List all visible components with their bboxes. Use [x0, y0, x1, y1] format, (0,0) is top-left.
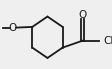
Text: O: O [9, 23, 17, 33]
Text: Cl: Cl [102, 36, 112, 46]
Text: O: O [78, 10, 86, 20]
